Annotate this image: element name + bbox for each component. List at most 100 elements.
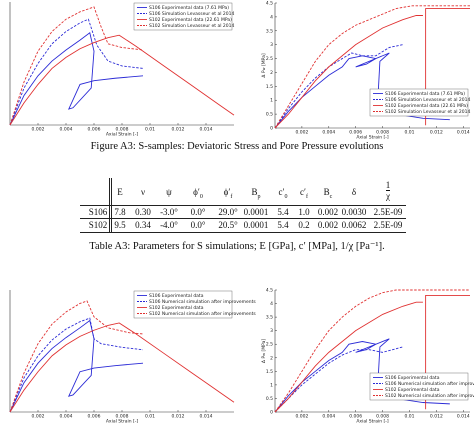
table-cell: 0.002	[317, 220, 339, 230]
series-line	[274, 5, 470, 129]
x-axis-label: Axial Strain [-]	[356, 419, 389, 425]
x-tick-label: 0.014	[457, 130, 470, 136]
header-sub: c	[329, 193, 333, 200]
table-cell: 0.0062	[341, 220, 367, 230]
legend-label: S102 Simulation Levasseur et al 2014	[385, 109, 470, 115]
legend-label: S106 Simulation Levasseur et al 2014	[385, 97, 470, 103]
table-cell: 5.4	[277, 220, 289, 230]
y-axis-label: Δ Pw [MPa]	[261, 339, 267, 363]
header-cell: ϕ′0	[178, 187, 218, 200]
y-tick-label: 1.5	[266, 369, 273, 375]
x-tick-label: 0.002	[32, 414, 45, 420]
y-tick-label: 0	[270, 126, 273, 132]
y-tick-label: 3.5	[266, 28, 273, 34]
legend-label: S106 Numerical simulation after improvem…	[149, 299, 256, 305]
x-tick-label: 0.006	[88, 414, 101, 420]
legend-box	[369, 372, 469, 401]
legend-label: S102 Experimental data (22.61 MPa)	[149, 17, 232, 23]
y-tick-label: 2	[270, 70, 273, 76]
y-label-text: Δ P	[261, 70, 267, 78]
table-cell: 0.002	[317, 207, 339, 217]
series-line	[9, 319, 144, 413]
header-cell: Bp	[236, 187, 276, 200]
header-cell: E	[117, 187, 123, 197]
header-text: c′	[300, 187, 306, 197]
header-cell: δ	[351, 187, 357, 197]
legend-label: S106 Experimental data	[149, 293, 204, 299]
table-cell: 0.30	[135, 207, 151, 217]
x-tick-label: 0.014	[200, 127, 213, 133]
header-cell: ϕ′f	[208, 187, 248, 200]
y-tick-label: 4.5	[266, 1, 273, 7]
x-tick-label: 0.01	[145, 127, 155, 133]
numerator: 1	[385, 180, 391, 191]
x-tick-label: 0.01	[145, 414, 155, 420]
y-tick-label: 1	[270, 98, 273, 104]
x-tick-label: 0.002	[295, 130, 308, 136]
x-axis-label: Axial Strain [-]	[106, 132, 139, 138]
table-cell: 0.0°	[190, 220, 206, 230]
table-cell: 0.0001	[243, 207, 269, 217]
series-line	[9, 322, 235, 413]
legend-label: S106 Experimental data	[385, 375, 440, 381]
table-cell: 29.0°	[218, 207, 238, 217]
table-cell: 0.0001	[243, 220, 269, 230]
y-label-sub: w	[262, 353, 266, 356]
table-cell: 9.5	[114, 220, 126, 230]
y-tick-label: 3	[270, 328, 273, 334]
series-line	[274, 8, 470, 129]
legend-label: S102 Experimental data	[385, 387, 440, 393]
table-cell: -3.0°	[160, 207, 178, 217]
legend-label: S102 Experimental data (22.61 MPa)	[385, 103, 468, 109]
y-label-tail: [MPa]	[261, 339, 267, 353]
header-text: B	[251, 187, 258, 197]
x-tick-label: 0.008	[116, 127, 129, 133]
y-tick-label: 4.5	[266, 288, 273, 294]
legend-label: S106 Experimental data (7.61 MPa)	[149, 5, 229, 11]
table-cell: 2.5E-09	[373, 207, 403, 217]
legend-box	[133, 290, 233, 319]
y-tick-label: 4	[270, 14, 273, 20]
y-label-text: Δ P	[261, 356, 267, 364]
table-cell: 0.0°	[190, 207, 206, 217]
x-tick-label: 0.004	[60, 414, 73, 420]
table-cell: 20.5°	[218, 220, 238, 230]
table-cell: 0.2	[298, 220, 310, 230]
header-cell: c′0	[263, 187, 303, 200]
header-sub: 0	[199, 193, 203, 200]
y-tick-label: 0	[270, 410, 273, 416]
x-tick-label: 0.014	[457, 414, 470, 420]
x-tick-label: 0.002	[295, 414, 308, 420]
table-cell: 1.0	[298, 207, 310, 217]
x-tick-label: 0.008	[376, 414, 389, 420]
header-cell: Bc	[308, 187, 348, 200]
legend-box	[133, 2, 233, 31]
series-line	[9, 317, 144, 413]
legend-label: S102 Numerical simulation after improvem…	[385, 393, 474, 399]
x-tick-label: 0.004	[322, 130, 335, 136]
header-cell: c′f	[284, 187, 324, 200]
table-cell: 7.8	[114, 207, 126, 217]
rule	[109, 178, 110, 232]
y-axis-label: Δ Pw [MPa]	[261, 53, 267, 77]
x-tick-label: 0.006	[88, 127, 101, 133]
table-cell: 0.0030	[341, 207, 367, 217]
x-tick-label: 0.004	[60, 127, 73, 133]
series-line	[274, 346, 403, 413]
legend-label: S102 Numerical simulation after improvem…	[149, 311, 256, 317]
header-text: ϕ′	[193, 187, 200, 197]
series-line	[274, 289, 470, 413]
series-line	[9, 6, 144, 126]
x-tick-label: 0.006	[349, 414, 362, 420]
x-tick-label: 0.012	[430, 414, 443, 420]
series-line	[9, 18, 144, 126]
rule	[80, 218, 406, 219]
rule	[111, 178, 112, 232]
y-tick-label: 4	[270, 301, 273, 307]
row-label: S102	[88, 220, 108, 230]
header-cell: ψ	[166, 187, 172, 197]
table-caption: Table A3: Parameters for S simulations; …	[89, 241, 385, 252]
legend-label: S106 Simulation Levasseur et al 2014	[149, 11, 234, 17]
x-tick-label: 0.014	[200, 414, 213, 420]
